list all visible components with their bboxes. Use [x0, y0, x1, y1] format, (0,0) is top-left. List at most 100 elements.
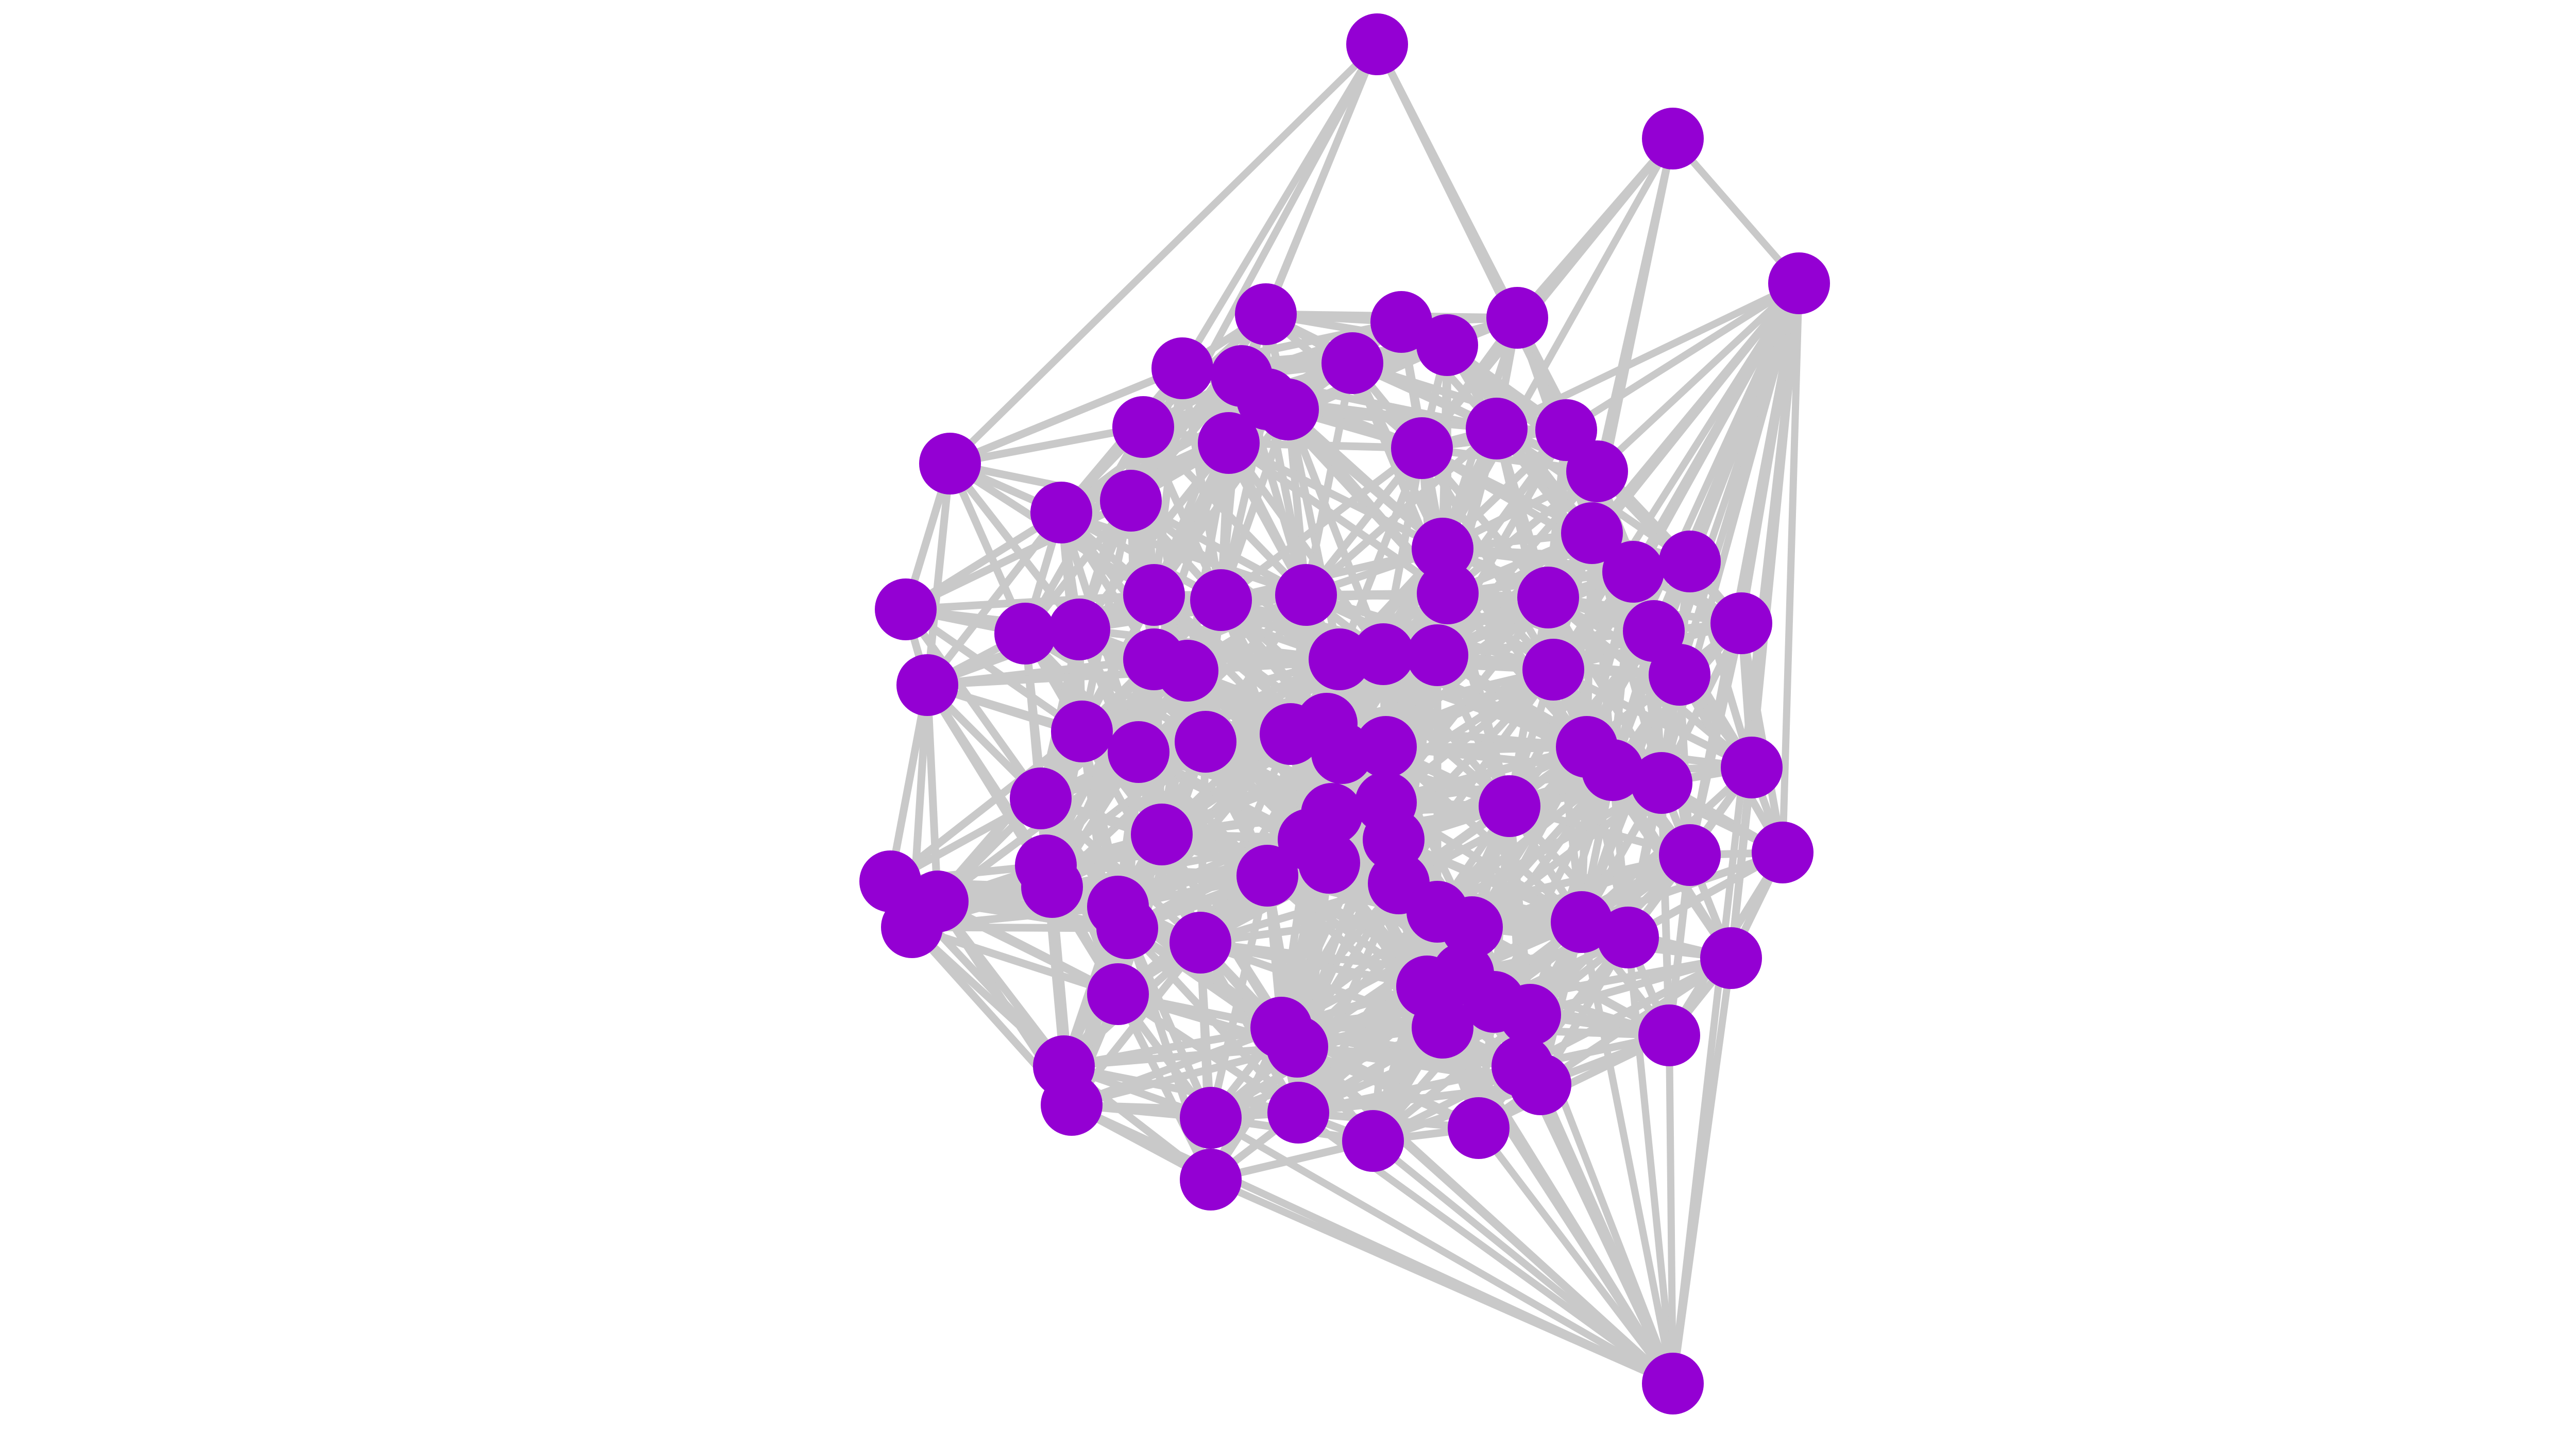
graph-node — [1412, 518, 1473, 579]
graph-node — [1406, 624, 1468, 686]
graph-node — [1278, 809, 1340, 871]
graph-node — [994, 603, 1056, 664]
graph-edge — [905, 591, 1155, 613]
graph-edge — [1063, 1043, 1298, 1070]
graph-edge — [1537, 1083, 1676, 1385]
graph-node — [1041, 1074, 1103, 1136]
graph-edge — [886, 684, 931, 882]
graph-edge — [1080, 655, 1341, 736]
graph-node — [1180, 1087, 1242, 1149]
graph-edge — [1197, 941, 1302, 1115]
graph-edge — [1439, 137, 1676, 551]
graph-node — [919, 433, 981, 495]
graph-edge — [902, 607, 1044, 801]
graph-edge — [1295, 1044, 1675, 1387]
graph-node — [1561, 502, 1623, 564]
graph-node — [1048, 599, 1110, 660]
graph-node — [1198, 412, 1260, 474]
graph-edge — [1779, 283, 1803, 853]
graph-edge — [1624, 937, 1676, 1384]
graph-node — [1499, 984, 1561, 1046]
graph-node — [1659, 531, 1721, 592]
graph-edge — [1228, 439, 1422, 452]
graph-node — [1175, 711, 1236, 773]
graph-edge — [1476, 1126, 1676, 1386]
graph-edge — [1071, 1043, 1298, 1109]
graph-edge — [1285, 406, 1446, 552]
graph-node — [1566, 440, 1628, 502]
graph-node — [1170, 912, 1231, 974]
graph-edge — [1666, 1035, 1676, 1384]
graph-node — [1659, 824, 1721, 886]
graph-edge — [1374, 42, 1570, 432]
graph-node — [1131, 804, 1193, 865]
graph-edge — [1583, 282, 1803, 748]
graph-edge — [1298, 1080, 1541, 1117]
graph-node — [1479, 775, 1540, 837]
graph-edge — [1564, 280, 1801, 433]
graph-node — [1275, 564, 1337, 626]
graph-node — [1510, 1053, 1571, 1115]
graph-edge — [1439, 1026, 1676, 1386]
graph-node — [1123, 564, 1185, 626]
graph-node — [1355, 716, 1417, 778]
graph-edge — [1303, 446, 1425, 598]
graph-edge — [904, 497, 1133, 613]
graph-node — [1030, 482, 1092, 543]
graph-edge — [1595, 280, 1802, 474]
graph-edge — [1669, 958, 1735, 1384]
graph-edge — [1578, 282, 1803, 924]
graph-node — [1649, 644, 1710, 706]
graph-node — [859, 850, 921, 912]
graph-node — [1112, 396, 1174, 458]
graph-edge — [1209, 1114, 1675, 1387]
graph-edge — [903, 606, 1084, 735]
graph-node — [1602, 541, 1664, 603]
graph-node — [1352, 623, 1414, 685]
graph-node — [896, 654, 958, 716]
graph-node — [1710, 592, 1772, 654]
graph-edge — [888, 728, 1084, 884]
graph-edge — [1336, 447, 1426, 661]
graph-node — [1190, 569, 1252, 631]
graph-edge — [1550, 281, 1802, 672]
graph-node — [1370, 291, 1432, 353]
graph-node — [1721, 737, 1783, 798]
graph-edge — [1384, 743, 1588, 807]
graph-node — [1267, 1082, 1329, 1144]
graph-node — [1151, 337, 1213, 399]
graph-node — [1342, 1110, 1404, 1172]
graph-node — [881, 896, 943, 958]
graph-node — [1582, 739, 1643, 801]
graph-hub-node — [1768, 252, 1830, 314]
graph-node — [1417, 562, 1479, 624]
graph-edge — [1063, 1062, 1299, 1117]
graph-node — [1010, 768, 1072, 829]
graph-node — [1412, 997, 1473, 1059]
graph-edge — [1370, 1138, 1675, 1387]
graph-node — [1416, 314, 1478, 376]
graph-hub-node — [1642, 108, 1704, 169]
graph-node — [1051, 701, 1113, 762]
graph-edge — [1198, 836, 1396, 946]
graph-node — [1266, 1016, 1328, 1078]
graph-edge — [1520, 954, 1733, 1070]
graph-node — [1700, 927, 1762, 989]
graph-edge — [1140, 424, 1309, 598]
graph-nodes-layer — [859, 13, 1830, 1414]
graph-node — [1391, 417, 1453, 479]
graph-edge — [1419, 136, 1676, 451]
graph-edge — [1129, 497, 1308, 599]
graph-edge — [947, 42, 1380, 466]
graph-hub-node — [1642, 1353, 1704, 1414]
graph-hub-node — [1346, 13, 1408, 75]
graph-edge — [1737, 622, 1787, 854]
graph-node — [1517, 567, 1579, 628]
graph-node — [1522, 639, 1584, 701]
graph-edge — [1287, 405, 1497, 433]
graph-edge — [936, 898, 1120, 998]
graph-edge — [923, 685, 942, 902]
graph-edge — [1445, 468, 1600, 596]
